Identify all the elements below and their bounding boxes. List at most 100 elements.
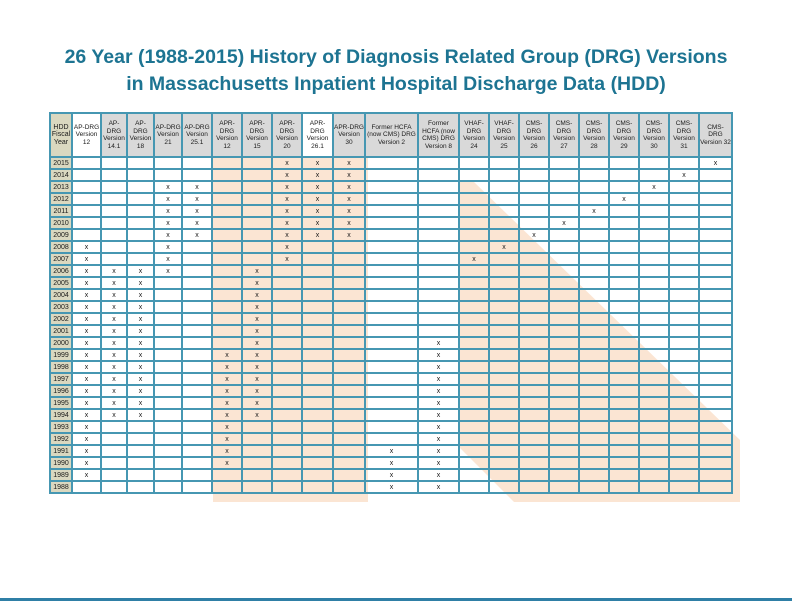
drg-mark-cell: x [271,216,303,230]
drg-mark-cell: x [71,372,102,386]
empty-cell [153,348,183,362]
empty-cell [211,324,243,338]
empty-cell [488,360,520,374]
table-row: 2005 x x x x [49,276,733,290]
empty-cell [638,360,670,374]
drg-mark-cell: x [241,300,273,314]
drg-mark-cell: x [100,372,128,386]
empty-cell [548,192,580,206]
empty-cell [332,468,366,482]
empty-cell [332,480,366,494]
empty-cell [668,396,700,410]
empty-cell [241,456,273,470]
drg-mark-cell: x [518,228,550,242]
empty-cell [518,216,550,230]
empty-cell [668,312,700,326]
empty-cell [181,324,213,338]
empty-cell [417,192,460,206]
empty-cell [241,156,273,170]
drg-mark-cell: x [241,312,273,326]
empty-cell [638,168,670,182]
empty-cell [668,456,700,470]
drg-mark-cell: x [126,324,155,338]
empty-cell [578,180,610,194]
column-header: APR-DRG Version 12 [211,112,243,158]
empty-cell [578,360,610,374]
year-cell: 1995 [49,396,73,410]
empty-cell [271,420,303,434]
drg-mark-cell: x [126,348,155,362]
empty-cell [518,192,550,206]
empty-cell [608,288,640,302]
empty-cell [698,384,733,398]
drg-mark-cell: x [71,444,102,458]
empty-cell [488,480,520,494]
empty-cell [518,396,550,410]
table-row: 1988 x x [49,480,733,494]
drg-mark-cell: x [332,156,366,170]
empty-cell [271,408,303,422]
empty-cell [578,288,610,302]
drg-mark-cell: x [417,432,460,446]
empty-cell [100,468,128,482]
empty-cell [271,348,303,362]
empty-cell [608,216,640,230]
year-cell: 2008 [49,240,73,254]
empty-cell [698,180,733,194]
table-row: 2001 x x x x [49,324,733,338]
empty-cell [578,264,610,278]
drg-mark-cell: x [71,408,102,422]
empty-cell [608,276,640,290]
drg-mark-cell: x [126,372,155,386]
drg-mark-cell: x [332,204,366,218]
empty-cell [126,444,155,458]
year-cell: 1992 [49,432,73,446]
empty-cell [518,348,550,362]
empty-cell [181,396,213,410]
empty-cell [638,204,670,218]
empty-cell [548,180,580,194]
empty-cell [488,276,520,290]
empty-cell [638,312,670,326]
slide-title: 26 Year (1988-2015) History of Diagnosis… [0,44,792,98]
empty-cell [488,372,520,386]
empty-cell [488,216,520,230]
empty-cell [548,204,580,218]
drg-mark-cell: x [211,372,243,386]
empty-cell [608,264,640,278]
table-row: 2015 x x x x [49,156,733,170]
empty-cell [578,444,610,458]
empty-cell [241,180,273,194]
empty-cell [668,336,700,350]
drg-mark-cell: x [71,348,102,362]
empty-cell [181,336,213,350]
empty-cell [488,408,520,422]
empty-cell [153,444,183,458]
empty-cell [241,204,273,218]
empty-cell [608,312,640,326]
empty-cell [638,252,670,266]
empty-cell [668,420,700,434]
empty-cell [458,276,490,290]
empty-cell [698,312,733,326]
empty-cell [364,228,419,242]
drg-mark-cell: x [71,300,102,314]
drg-mark-cell: x [241,324,273,338]
empty-cell [301,444,334,458]
column-header: Former HCFA (now CMS) DRG Version 2 [364,112,419,158]
empty-cell [518,180,550,194]
empty-cell [417,276,460,290]
empty-cell [211,228,243,242]
empty-cell [241,420,273,434]
empty-cell [153,408,183,422]
empty-cell [332,300,366,314]
drg-mark-cell: x [153,192,183,206]
empty-cell [364,300,419,314]
empty-cell [668,180,700,194]
empty-cell [578,420,610,434]
drg-mark-cell: x [71,252,102,266]
column-header: CMS-DRG Version 32 [698,112,733,158]
empty-cell [153,324,183,338]
empty-cell [211,156,243,170]
empty-cell [241,444,273,458]
